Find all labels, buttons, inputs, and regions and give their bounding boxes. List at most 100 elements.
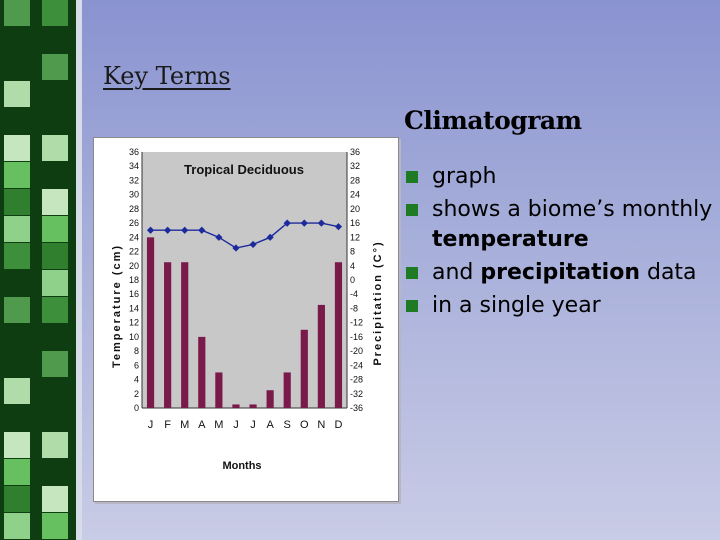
month-label: M: [180, 419, 189, 431]
right-tick-label: -20: [350, 346, 363, 356]
right-tick-label: -36: [350, 403, 363, 413]
right-tick-label: -28: [350, 375, 363, 385]
bullet-square-icon: [406, 267, 418, 279]
month-label: J: [148, 419, 154, 431]
right-tick-label: 8: [350, 247, 355, 257]
bullet-text: graph: [432, 164, 497, 189]
strip-square: [42, 513, 68, 539]
right-tick-label: 36: [350, 147, 360, 157]
right-tick-label: 20: [350, 204, 360, 214]
strip-square: [42, 162, 68, 188]
strip-square: [42, 216, 68, 242]
strip-square: [42, 270, 68, 296]
strip-square: [4, 0, 30, 26]
right-axis-label: Precipitation (C°): [372, 240, 384, 365]
bullet-emphasis: precipitation: [480, 260, 640, 285]
precip-bar: [164, 262, 172, 408]
left-tick-label: 8: [134, 346, 139, 356]
strip-square: [42, 432, 68, 458]
precip-bar: [198, 336, 206, 408]
month-label: J: [233, 419, 239, 431]
strip-square: [4, 162, 30, 188]
strip-square: [4, 297, 30, 323]
left-tick-label: 10: [129, 332, 139, 342]
bullet-square-icon: [406, 300, 418, 312]
bullet-item: graph: [404, 162, 716, 192]
month-label: O: [300, 419, 309, 431]
right-tick-label: 12: [350, 232, 360, 242]
right-tick-label: -32: [350, 389, 363, 399]
left-tick-label: 36: [129, 147, 139, 157]
strip-square: [42, 405, 68, 431]
strip-square: [4, 459, 30, 485]
strip-square: [4, 108, 30, 134]
right-tick-label: 28: [350, 175, 360, 185]
bullet-text: data: [639, 260, 697, 285]
climatogram-chart: Tropical Deciduous Months Temperature (c…: [93, 137, 399, 502]
temperature-point: [317, 219, 325, 227]
strip-square: [42, 486, 68, 512]
chart-svg: Tropical Deciduous Months Temperature (c…: [111, 147, 384, 472]
strip-square: [4, 324, 30, 350]
strip-square: [42, 243, 68, 269]
strip-square: [42, 27, 68, 53]
strip-square: [4, 513, 30, 539]
left-tick-label: 2: [134, 389, 139, 399]
term-title: Climatogram: [404, 106, 582, 135]
precip-bar: [266, 390, 274, 408]
left-tick-label: 12: [129, 318, 139, 328]
strip-divider: [76, 0, 82, 540]
left-tick-label: 0: [134, 403, 139, 413]
temperature-point: [232, 244, 240, 252]
strip-square: [42, 189, 68, 215]
bullet-square-icon: [406, 171, 418, 183]
left-tick-label: 32: [129, 175, 139, 185]
left-tick-label: 20: [129, 261, 139, 271]
strip-square: [4, 216, 30, 242]
slide-heading: Key Terms: [103, 62, 231, 90]
strip-square: [42, 0, 68, 26]
strip-square: [4, 189, 30, 215]
left-tick-label: 14: [129, 303, 139, 313]
precip-bar: [283, 372, 291, 408]
strip-square: [4, 432, 30, 458]
temperature-point: [146, 226, 155, 234]
strip-square: [42, 54, 68, 80]
temperature-point: [164, 226, 172, 234]
bullet-square-icon: [406, 204, 418, 216]
x-axis-label: Months: [222, 460, 261, 472]
left-tick-label: 22: [129, 247, 139, 257]
strip-square: [4, 54, 30, 80]
plot-area: [142, 152, 347, 408]
strip-square: [42, 459, 68, 485]
right-tick-label: -12: [350, 318, 363, 328]
right-tick-label: 24: [350, 190, 360, 200]
left-tick-label: 6: [134, 360, 139, 370]
strip-square: [4, 81, 30, 107]
temperature-point: [198, 226, 206, 234]
bullet-text: in a single year: [432, 293, 601, 318]
strip-square: [4, 243, 30, 269]
strip-square: [42, 378, 68, 404]
strip-square: [42, 135, 68, 161]
month-label: N: [317, 419, 325, 431]
right-tick-label: -24: [350, 360, 363, 370]
bullet-list: graph shows a biome’s monthly temperature…: [404, 162, 716, 321]
left-tick-label: 18: [129, 275, 139, 285]
strip-square: [4, 378, 30, 404]
left-tick-label: 4: [134, 375, 139, 385]
bullet-item: in a single year: [404, 291, 716, 321]
right-tick-label: -4: [350, 289, 358, 299]
bullet-text: and: [432, 260, 481, 285]
temperature-point: [181, 226, 189, 234]
strip-square: [42, 324, 68, 350]
strip-square: [42, 108, 68, 134]
right-tick-label: -8: [350, 303, 358, 313]
temperature-point: [266, 233, 274, 241]
precip-bar: [334, 262, 343, 408]
left-tick-label: 24: [129, 232, 139, 242]
bullet-emphasis: temperature: [432, 227, 589, 252]
month-label: J: [250, 419, 256, 431]
precip-bar: [232, 404, 240, 408]
